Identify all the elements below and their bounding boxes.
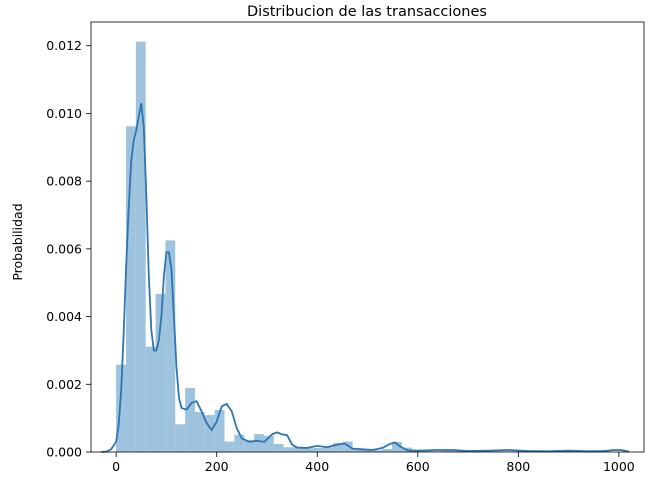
x-tick-label: 800 <box>506 459 530 474</box>
histogram-bar <box>125 126 136 452</box>
histogram-bar <box>313 447 324 452</box>
x-axis: 0 200 400 600 800 1000 <box>112 452 635 474</box>
histogram-bar <box>303 448 314 452</box>
histogram-bar <box>175 424 186 452</box>
y-tick-label: 0.006 <box>46 241 82 256</box>
histogram-bar <box>421 450 432 452</box>
y-tick-label: 0.000 <box>46 445 82 460</box>
histogram-bar <box>293 446 304 452</box>
y-tick-label: 0.012 <box>46 38 82 53</box>
histogram-bar <box>244 440 255 452</box>
x-tick-label: 200 <box>205 459 229 474</box>
histogram-bar <box>451 450 461 452</box>
histogram-bar <box>234 434 245 452</box>
y-tick-label: 0.004 <box>46 309 82 324</box>
histogram-bar <box>135 41 146 452</box>
x-tick-label: 400 <box>305 459 329 474</box>
histogram-bar <box>441 450 452 452</box>
histogram-bar <box>352 448 363 452</box>
x-tick-label: 600 <box>406 459 430 474</box>
y-tick-label: 0.002 <box>46 377 82 392</box>
histogram-bar <box>204 415 215 452</box>
plot-area <box>91 22 644 452</box>
histogram-bar <box>332 443 343 452</box>
histogram-bar <box>116 364 126 452</box>
histogram-bar <box>263 435 274 452</box>
histogram-bar <box>145 346 156 452</box>
histogram-bar <box>194 412 205 452</box>
histogram-bar <box>382 448 393 452</box>
histogram-bar <box>323 447 333 452</box>
histogram-bar <box>185 388 195 452</box>
x-tick-label: 0 <box>112 459 120 474</box>
histogram-bar <box>254 434 264 452</box>
histogram-bar <box>224 441 235 452</box>
y-axis: 0.000 0.002 0.004 0.006 0.008 0.010 0.012 <box>46 38 91 460</box>
histogram-bar <box>283 447 294 452</box>
kde-line <box>100 103 630 453</box>
y-tick-label: 0.008 <box>46 174 82 189</box>
y-axis-label: Probabilidad <box>10 203 25 280</box>
histogram-bar <box>372 450 383 452</box>
plot-frame <box>90 21 645 453</box>
y-tick-label: 0.010 <box>46 106 82 121</box>
histogram-bar <box>214 410 225 452</box>
histogram-bar <box>342 441 353 452</box>
histogram-bar <box>362 449 373 452</box>
histogram-bar <box>165 240 176 452</box>
chart-title: Distribucion de las transacciones <box>247 4 487 20</box>
x-tick-label: 1000 <box>603 459 635 474</box>
histogram-bar <box>273 443 284 452</box>
histogram-bar <box>392 441 402 452</box>
histogram-bars <box>116 41 609 452</box>
histogram-bar <box>155 293 166 452</box>
